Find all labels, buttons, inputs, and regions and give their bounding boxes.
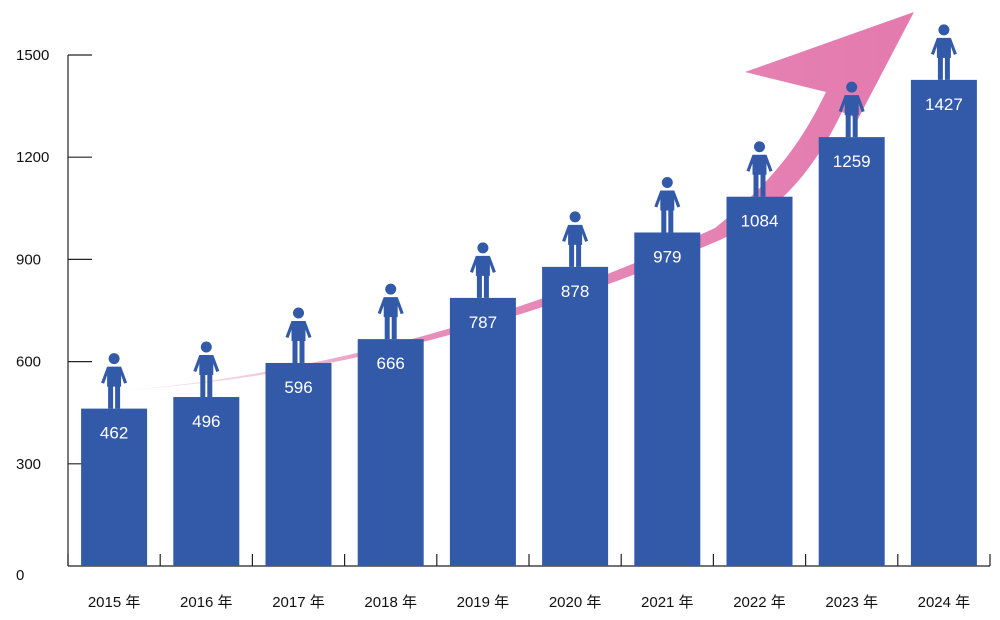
bar xyxy=(542,266,609,566)
y-tick-label: 1500 xyxy=(16,47,49,64)
person-icon xyxy=(654,176,681,233)
x-tick-label: 2019 年 xyxy=(457,594,510,611)
y-tick-label: 1200 xyxy=(16,149,49,166)
x-tick-label: 2015 年 xyxy=(88,594,141,611)
bar xyxy=(726,196,793,566)
trend-arrow-layer xyxy=(118,12,914,391)
person-icon xyxy=(101,353,128,409)
data-label: 1427 xyxy=(925,95,963,114)
data-label: 596 xyxy=(284,378,312,397)
bar xyxy=(818,137,885,567)
data-label: 666 xyxy=(377,354,405,373)
growth-arrow-icon xyxy=(118,12,914,391)
bar xyxy=(357,339,424,566)
y-tick-label: 300 xyxy=(16,456,41,473)
person-icon xyxy=(930,24,957,80)
person-icon xyxy=(562,211,589,267)
person-icon xyxy=(746,141,773,197)
bar xyxy=(910,79,977,567)
person-icon xyxy=(838,81,865,138)
data-label: 496 xyxy=(192,412,220,431)
x-tick-label: 2024 年 xyxy=(918,594,971,611)
x-tick-label: 2018 年 xyxy=(364,594,417,611)
y-tick-label: 900 xyxy=(16,251,41,268)
person-icon xyxy=(193,341,220,398)
x-tick-label: 2017 年 xyxy=(272,594,325,611)
data-label: 979 xyxy=(653,247,681,266)
labels-layer: 0 300 600 900 1200 1500 462 2015 年 496 2016 年 596 2… xyxy=(16,47,970,611)
data-label: 1084 xyxy=(741,212,779,231)
x-tick-label: 2020 年 xyxy=(549,594,602,611)
data-label: 1259 xyxy=(833,152,871,171)
bars-layer xyxy=(81,24,977,567)
x-tick-label: 2016 年 xyxy=(180,594,233,611)
data-label: 878 xyxy=(561,282,589,301)
y-tick-label: 0 xyxy=(16,567,24,584)
x-tick-label: 2021 年 xyxy=(641,594,694,611)
bar xyxy=(81,408,148,566)
x-tick-label: 2022 年 xyxy=(733,594,786,611)
data-label: 787 xyxy=(469,313,497,332)
person-icon xyxy=(285,307,312,363)
x-tick-label: 2023 年 xyxy=(825,594,878,611)
bar xyxy=(265,362,332,566)
person-icon xyxy=(377,283,404,340)
data-label: 462 xyxy=(100,424,128,443)
bar xyxy=(173,397,240,566)
y-tick-label: 600 xyxy=(16,354,41,371)
bar xyxy=(449,297,516,566)
person-icon xyxy=(469,242,496,298)
bar xyxy=(634,232,701,566)
